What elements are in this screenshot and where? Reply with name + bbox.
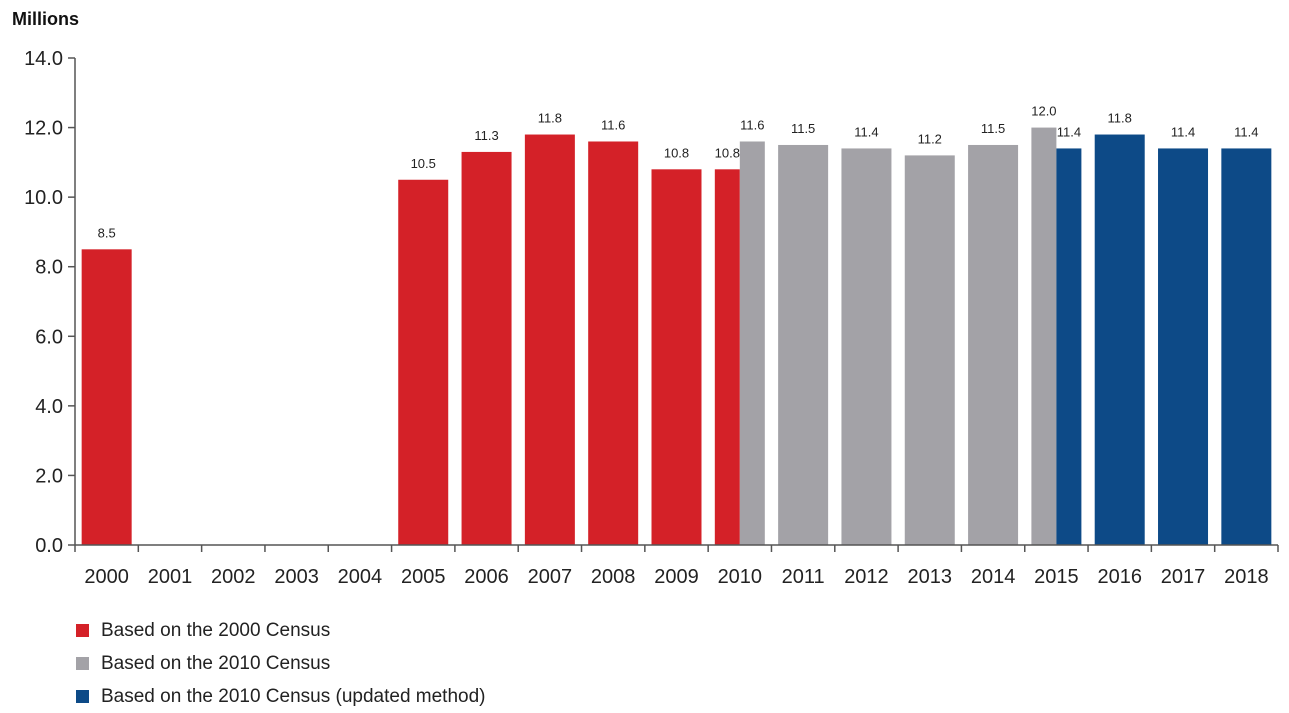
bar-2007 xyxy=(524,134,575,545)
data-label-2013: 11.2 xyxy=(918,131,942,146)
bar-2000 xyxy=(81,249,132,546)
legend-swatch-2010-census-updated xyxy=(76,690,89,703)
x-tick-label: 2017 xyxy=(1161,566,1206,588)
x-tick-label: 2007 xyxy=(528,566,573,588)
data-label-2010-part-1: 10.8 xyxy=(715,145,740,160)
y-tick-label: 4.0 xyxy=(35,396,63,418)
x-tick-label: 2009 xyxy=(654,566,699,588)
data-labels: 8.510.511.311.8 11.610.8 10.811.6 11.5 11.4 1… xyxy=(98,104,1259,241)
y-tick-label: 6.0 xyxy=(35,326,63,348)
y-ticks: 0.0 2.0 4.0 6.0 8.0 10.0 12.0 14.0 xyxy=(24,48,75,557)
y-tick-label: 14.0 xyxy=(24,48,63,70)
bar-2014 xyxy=(968,144,1019,545)
x-tick-label: 2014 xyxy=(971,566,1016,588)
bar-2010-part-1 xyxy=(714,169,740,546)
data-label-2009: 10.8 xyxy=(664,145,689,160)
x-tick-label: 2013 xyxy=(908,566,953,588)
data-label-2016: 11.8 xyxy=(1108,111,1132,126)
bar-2008 xyxy=(588,141,639,545)
bar-2005 xyxy=(398,179,449,545)
bar-chart: Millions 0.0 2.0 4.0 6.0 8.0 10.0 12.0 14.0 8.5… xyxy=(12,9,1279,588)
bar-2015-part-2 xyxy=(1056,148,1082,545)
data-label-2015-part-2: 11.4 xyxy=(1057,124,1081,139)
x-tick-label: 2010 xyxy=(718,566,763,588)
data-label-2014: 11.5 xyxy=(981,121,1005,136)
x-tick-label: 2012 xyxy=(844,566,889,588)
bar-2013 xyxy=(904,155,955,545)
y-tick-label: 2.0 xyxy=(35,465,63,487)
x-tick-label: 2000 xyxy=(84,566,129,588)
x-tick-label: 2004 xyxy=(338,566,383,588)
legend-item-2000-census: Based on the 2000 Census xyxy=(76,614,486,647)
x-tick-label: 2005 xyxy=(401,566,446,588)
x-tick-label: 2011 xyxy=(782,566,825,588)
axes xyxy=(74,58,1278,546)
legend-label: Based on the 2010 Census xyxy=(101,652,331,674)
data-label-2006: 11.3 xyxy=(474,128,498,143)
bar-2015-part-1 xyxy=(1031,127,1057,546)
legend: Based on the 2000 Census Based on the 20… xyxy=(76,614,486,713)
data-label-2015-part-1: 12.0 xyxy=(1031,104,1056,119)
x-tick-label: 2002 xyxy=(211,566,256,588)
bar-2012 xyxy=(841,148,892,545)
y-axis-label: Millions xyxy=(12,9,79,29)
legend-swatch-2000-census xyxy=(76,624,89,637)
legend-item-2010-census-updated: Based on the 2010 Census (updated method… xyxy=(76,680,486,713)
y-tick-label: 0.0 xyxy=(35,535,63,557)
data-label-2000: 8.5 xyxy=(98,225,116,240)
data-label-2011: 11.5 xyxy=(791,121,815,136)
y-tick-label: 12.0 xyxy=(24,118,63,140)
bar-2010-part-2 xyxy=(739,141,765,545)
x-tick-label: 2003 xyxy=(274,566,319,588)
y-tick-label: 10.0 xyxy=(24,187,63,209)
bar-2018 xyxy=(1221,148,1272,545)
data-label-2018: 11.4 xyxy=(1234,124,1258,139)
bar-2011 xyxy=(778,144,829,545)
x-tick-label: 2008 xyxy=(591,566,636,588)
y-tick-label: 8.0 xyxy=(35,257,63,279)
x-ticks: 2000 2001 2002 2003 2004 2005 2006 2007 2008 2009… xyxy=(74,545,1279,588)
x-tick-label: 2015 xyxy=(1034,566,1079,588)
bar-2017 xyxy=(1158,148,1209,545)
legend-label: Based on the 2010 Census (updated method… xyxy=(101,685,486,707)
data-label-2010-part-2: 11.6 xyxy=(740,117,764,132)
data-label-2007: 11.8 xyxy=(538,111,562,126)
data-label-2012: 11.4 xyxy=(854,124,878,139)
legend-item-2010-census: Based on the 2010 Census xyxy=(76,647,486,680)
bar-2016 xyxy=(1094,134,1145,545)
x-tick-label: 2006 xyxy=(464,566,509,588)
data-label-2005: 10.5 xyxy=(411,156,436,171)
bars xyxy=(81,127,1272,546)
legend-swatch-2010-census xyxy=(76,657,89,670)
data-label-2017: 11.4 xyxy=(1171,124,1195,139)
bar-2009 xyxy=(651,169,702,546)
x-tick-label: 2001 xyxy=(148,566,193,588)
x-tick-label: 2016 xyxy=(1097,566,1142,588)
bar-2006 xyxy=(461,151,512,545)
x-tick-label: 2018 xyxy=(1224,566,1269,588)
data-label-2008: 11.6 xyxy=(601,117,625,132)
legend-label: Based on the 2000 Census xyxy=(101,619,331,641)
